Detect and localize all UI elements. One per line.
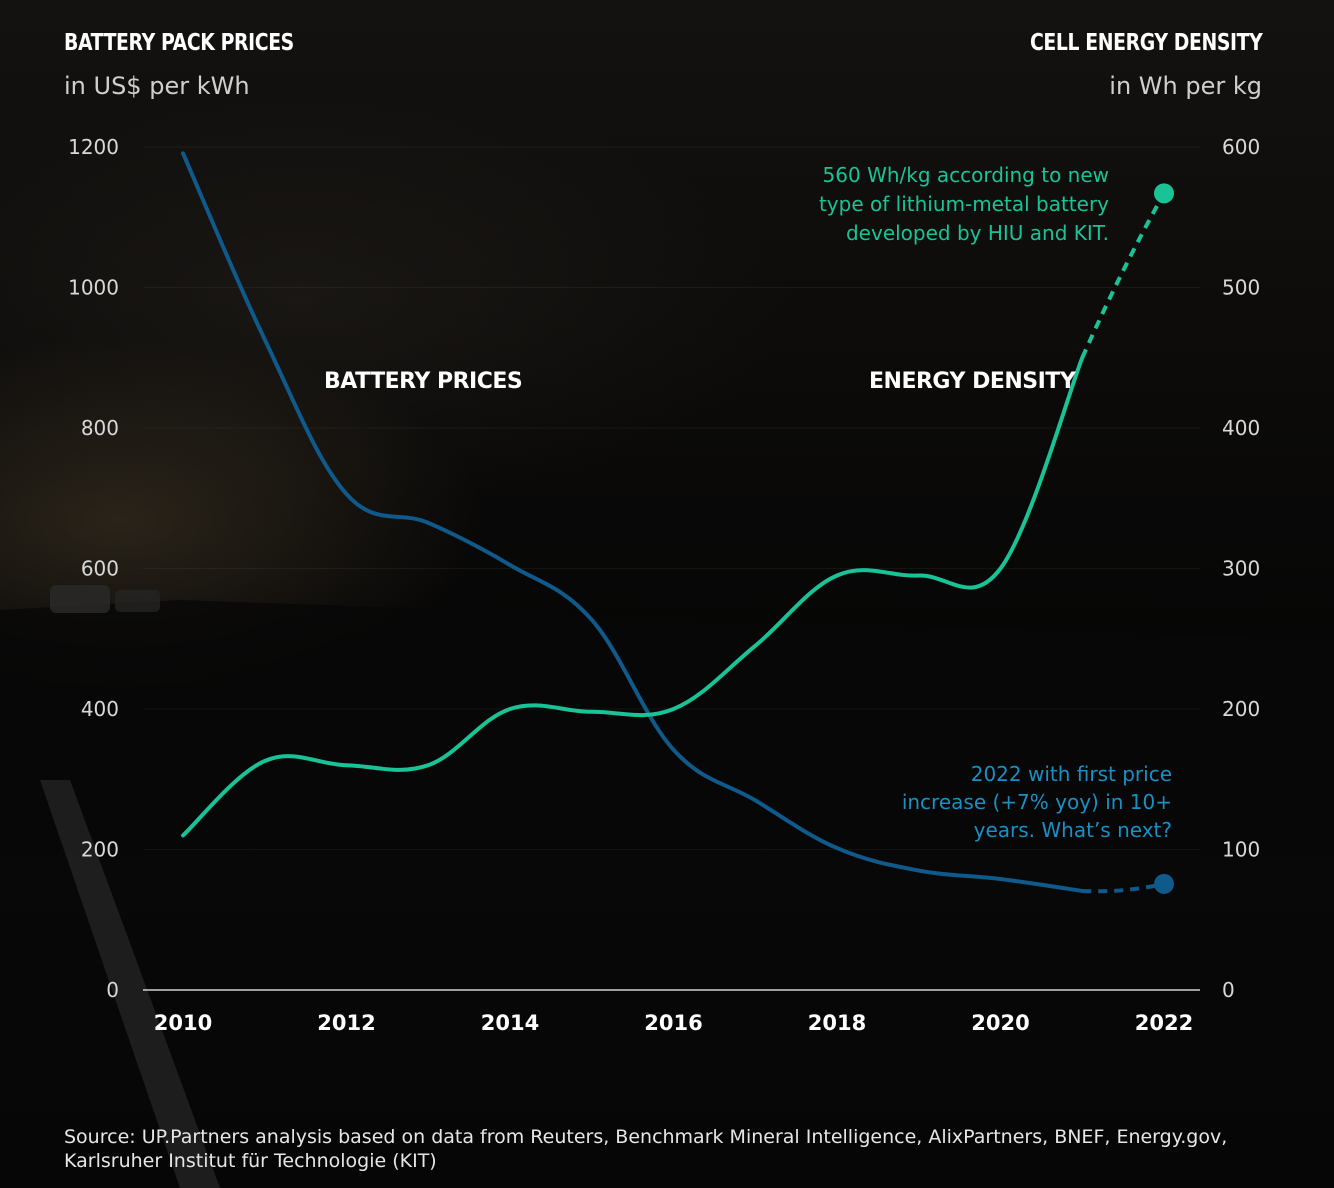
- x-tick-label: 2012: [317, 1011, 375, 1035]
- x-tick-label: 2010: [154, 1011, 212, 1035]
- series-line-price: [181, 151, 1085, 893]
- x-tick-label: 2016: [644, 1011, 702, 1035]
- density-annotation-line: 560 Wh/kg according to new: [823, 163, 1109, 187]
- left-axis-subtitle: in US$ per kWh: [64, 72, 250, 100]
- y-left-tick-label: 400: [81, 697, 119, 721]
- projection-line-price: [1082, 881, 1165, 894]
- series-line-density: [181, 355, 1085, 838]
- y-left-tick-label: 1000: [68, 276, 119, 300]
- price-annotation-line: years. What’s next?: [974, 818, 1172, 842]
- x-tick-label: 2022: [1135, 1011, 1193, 1035]
- y-right-tick-label: 200: [1222, 697, 1260, 721]
- y-right-tick-label: 600: [1222, 135, 1260, 159]
- y-left-tick-label: 1200: [68, 135, 119, 159]
- y-right-tick-label: 400: [1222, 416, 1260, 440]
- y-right-tick-label: 0: [1222, 978, 1235, 1002]
- density-annotation-line: type of lithium-metal battery: [819, 192, 1109, 216]
- series-label-density: ENERGY DENSITY: [869, 369, 1077, 394]
- series-label-price: BATTERY PRICES: [324, 369, 522, 394]
- price-annotation-line: increase (+7% yoy) in 10+: [902, 790, 1172, 814]
- projection-point-density: [1154, 183, 1174, 204]
- y-left-tick-label: 600: [81, 557, 119, 581]
- price-annotation-line: 2022 with first price: [971, 762, 1172, 786]
- y-right-tick-label: 100: [1222, 838, 1260, 862]
- projection-point-price: [1154, 873, 1174, 894]
- source-note: Source: UP.Partners analysis based on da…: [64, 1126, 1228, 1172]
- y-left-tick-label: 200: [81, 838, 119, 862]
- right-axis-subtitle: in Wh per kg: [1109, 72, 1262, 100]
- y-right-tick-label: 300: [1222, 557, 1260, 581]
- x-tick-label: 2020: [971, 1011, 1029, 1035]
- y-left-tick-label: 800: [81, 416, 119, 440]
- projection-line-density: [1080, 192, 1166, 359]
- y-right-tick-label: 500: [1222, 276, 1260, 300]
- y-left-tick-label: 0: [106, 978, 119, 1002]
- density-annotation-line: developed by HIU and KIT.: [846, 221, 1109, 245]
- x-tick-label: 2014: [481, 1011, 539, 1035]
- x-tick-label: 2018: [808, 1011, 866, 1035]
- right-axis-title: CELL ENERGY DENSITY: [1029, 30, 1263, 56]
- left-axis-title: BATTERY PACK PRICES: [64, 30, 294, 56]
